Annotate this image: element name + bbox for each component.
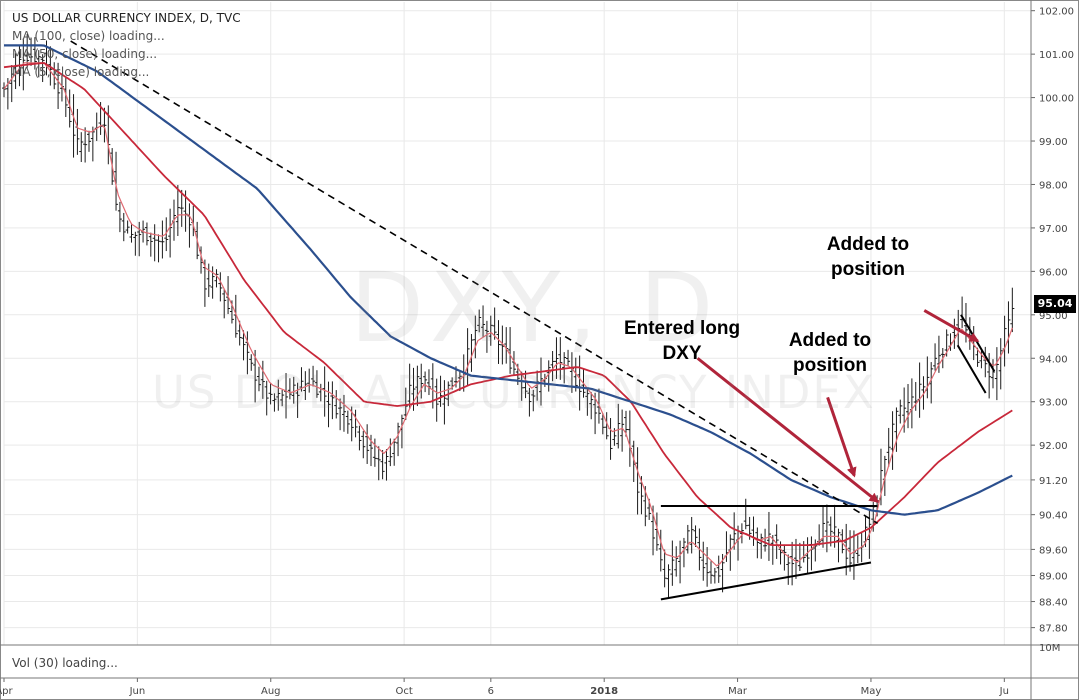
y-tick-label: 89.00 (1039, 571, 1068, 582)
y-tick-label: 93.00 (1039, 398, 1068, 409)
ma100-line (4, 44, 1013, 516)
ma5-line (3, 62, 1013, 567)
annotation-added-to-position-2: Added to position (826, 234, 910, 280)
x-tick-label: Jun (129, 686, 146, 697)
trendline-triangle-bottom (660, 561, 872, 601)
x-tick-label: May (861, 686, 882, 697)
volume-axis-label: 10M (1039, 643, 1060, 654)
watermark-name: US DOLLAR CURRENCY INDEX (152, 366, 876, 419)
legend-ma5[interactable]: MA (5, close) loading... (12, 65, 150, 79)
y-tick-label: 94.00 (1039, 354, 1068, 365)
trendline-flag-upper (960, 314, 996, 372)
y-tick-label: 98.00 (1039, 180, 1068, 191)
annotation-added-to-position-1: Added to position (788, 330, 872, 376)
y-tick-label: 90.40 (1039, 511, 1068, 522)
arrow-entered-long (696, 357, 880, 503)
y-tick-label: 89.60 (1039, 545, 1068, 556)
arrow-added-2 (923, 309, 980, 343)
arrow-added-1 (826, 396, 857, 478)
volume-label[interactable]: Vol (30) loading... (12, 656, 118, 670)
y-tick-label: 88.40 (1039, 598, 1068, 609)
ma50-line (3, 62, 1013, 546)
trendline-flag-lower (956, 344, 987, 394)
x-tick-label: 2018 (590, 686, 618, 697)
y-tick-label: 95.00 (1039, 311, 1068, 322)
y-tick-label: 96.00 (1039, 267, 1068, 278)
chart-title: US DOLLAR CURRENCY INDEX, D, TVC (12, 11, 241, 25)
y-tick-label: 100.00 (1039, 94, 1074, 105)
y-tick-label: 97.00 (1039, 224, 1068, 235)
watermark-symbol: DXY, D (350, 252, 720, 364)
x-tick-label: Apr (0, 686, 14, 697)
x-tick-label: Aug (261, 686, 281, 697)
y-tick-label: 99.00 (1039, 137, 1068, 148)
y-tick-label: 91.20 (1039, 476, 1068, 487)
x-tick-label: Oct (395, 686, 412, 697)
last-price-label: 95.04 (1034, 295, 1076, 313)
y-tick-label: 102.00 (1039, 7, 1074, 18)
y-tick-label: 92.00 (1039, 441, 1068, 452)
annotation-entered-long: Entered long DXY (623, 318, 741, 364)
y-tick-label: 87.80 (1039, 624, 1068, 635)
y-tick-label: 101.00 (1039, 50, 1074, 61)
legend-ma50[interactable]: MA (50, close) loading... (12, 47, 158, 61)
x-tick-label: Ju (999, 686, 1009, 697)
x-tick-label: 6 (488, 686, 494, 697)
x-tick-label: Mar (728, 686, 748, 697)
trendline-falling-resistance (70, 40, 879, 525)
legend-ma100[interactable]: MA (100, close) loading... (12, 29, 165, 43)
